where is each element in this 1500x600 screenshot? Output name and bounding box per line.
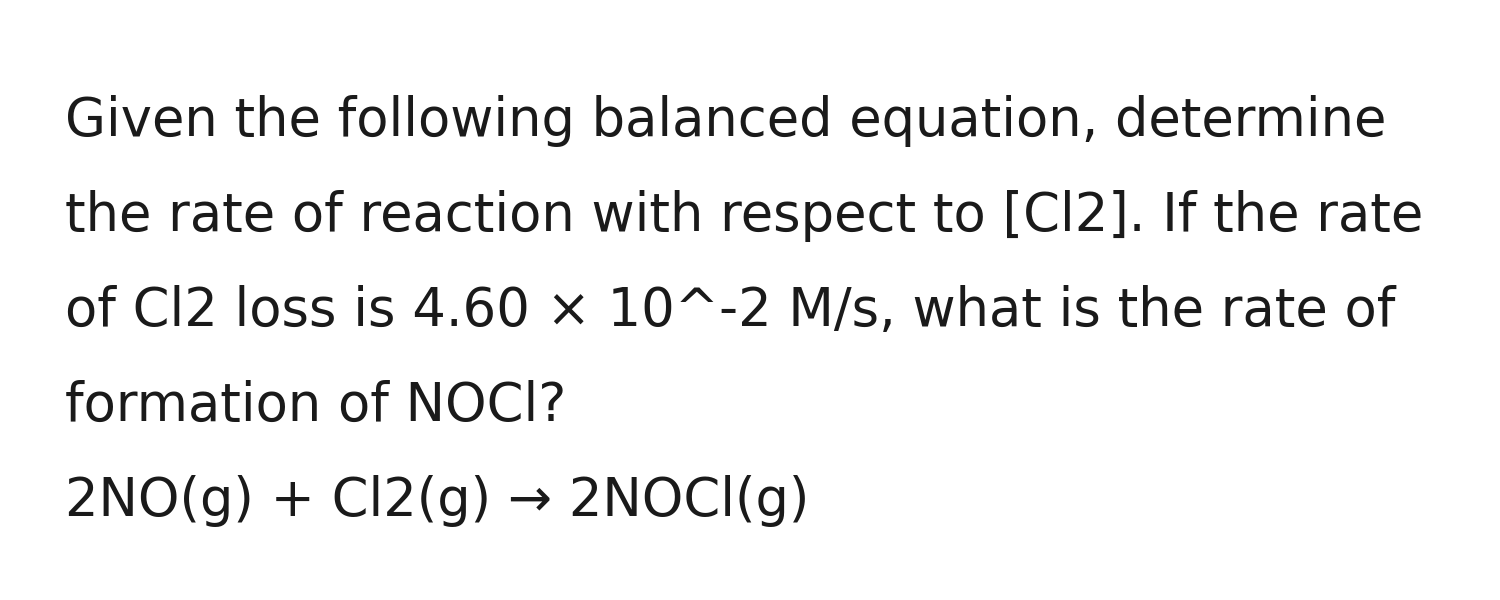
Text: the rate of reaction with respect to [Cl2]. If the rate: the rate of reaction with respect to [Cl… <box>64 190 1423 242</box>
Text: formation of NOCl?: formation of NOCl? <box>64 380 567 432</box>
Text: of Cl2 loss is 4.60 × 10^-2 M/s, what is the rate of: of Cl2 loss is 4.60 × 10^-2 M/s, what is… <box>64 285 1395 337</box>
Text: Given the following balanced equation, determine: Given the following balanced equation, d… <box>64 95 1386 147</box>
Text: 2NO(g) + Cl2(g) → 2NOCl(g): 2NO(g) + Cl2(g) → 2NOCl(g) <box>64 475 810 527</box>
